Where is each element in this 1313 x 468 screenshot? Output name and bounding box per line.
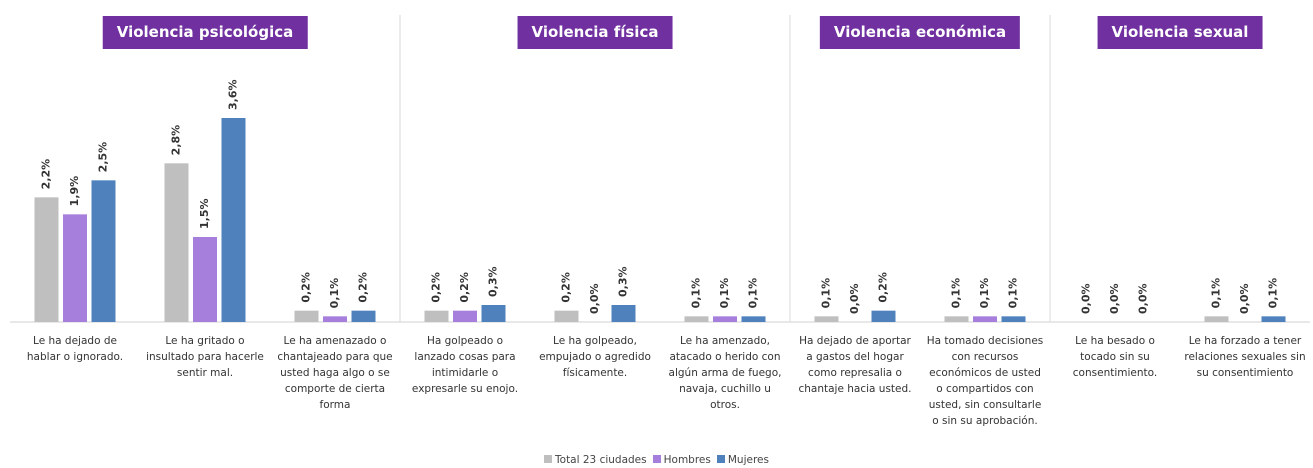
data-label: 0,3% <box>617 266 630 297</box>
bar <box>91 180 116 322</box>
x-tick-label: Le ha dejado de hablar o ignorado. <box>26 335 124 363</box>
data-label: 0,1% <box>718 278 731 309</box>
data-label: 0,2% <box>560 272 573 303</box>
data-label: 0,1% <box>950 278 963 309</box>
data-label: 1,5% <box>198 198 211 229</box>
x-tick-label: Le ha forzado a tener relaciones sexuale… <box>1184 335 1306 379</box>
bar <box>323 316 347 322</box>
data-label: 1,9% <box>68 176 81 207</box>
data-label: 0,0% <box>588 283 601 314</box>
bar <box>63 214 87 322</box>
x-tick-label: Le ha amenzado, atacado o herido con alg… <box>668 335 782 411</box>
bar <box>481 305 506 322</box>
bar <box>424 310 449 322</box>
bar <box>814 316 839 322</box>
data-label: 0,2% <box>430 272 443 303</box>
data-label: 0,3% <box>487 266 500 297</box>
bar <box>351 310 376 322</box>
group-header: Violencia física <box>517 16 673 49</box>
bar <box>164 163 189 322</box>
bar <box>1204 316 1229 322</box>
bar <box>554 310 579 322</box>
legend: Total 23 ciudades Hombres Mujeres <box>0 454 1313 466</box>
legend-label: Hombres <box>663 454 711 466</box>
data-label: 0,1% <box>690 278 703 309</box>
legend-item: Hombres <box>652 454 711 466</box>
data-label: 0,0% <box>1137 283 1150 314</box>
data-label: 0,0% <box>1238 283 1251 314</box>
bar <box>871 310 896 322</box>
bar <box>1261 316 1286 322</box>
data-label: 3,6% <box>227 79 240 110</box>
data-label: 0,2% <box>300 272 313 303</box>
bar <box>944 316 969 322</box>
legend-label: Mujeres <box>727 454 769 466</box>
data-label: 0,0% <box>1108 283 1121 314</box>
bar <box>193 237 217 322</box>
x-tick-label: Le ha besado o tocado sin su consentimie… <box>1072 335 1158 379</box>
bar <box>1001 316 1026 322</box>
bar <box>973 316 997 322</box>
legend-swatch <box>544 455 553 463</box>
data-label: 0,2% <box>877 272 890 303</box>
bar <box>34 197 59 322</box>
legend-item: Total 23 ciudades <box>544 454 647 466</box>
bar <box>684 316 709 322</box>
x-tick-label: Ha tomado decisiones con recursos económ… <box>926 335 1044 427</box>
x-tick-label: Le ha golpeado, empujado o agredido físi… <box>539 335 651 379</box>
data-label: 0,2% <box>458 272 471 303</box>
x-tick-label: Ha dejado de aportar a gastos del hogar … <box>798 335 912 395</box>
data-label: 0,1% <box>978 278 991 309</box>
data-label: 2,8% <box>170 125 183 156</box>
x-tick-label: Le ha amenazado o chantajeado para que u… <box>277 335 393 411</box>
bar <box>294 310 319 322</box>
legend-swatch <box>652 455 661 463</box>
bar <box>713 316 737 322</box>
data-label: 0,0% <box>848 283 861 314</box>
data-label: 0,1% <box>1007 278 1020 309</box>
x-tick-label: Ha golpeado o lanzado cosas para intimid… <box>411 335 519 395</box>
legend-item: Mujeres <box>716 454 769 466</box>
data-label: 0,0% <box>1080 283 1093 314</box>
data-label: 0,1% <box>1267 278 1280 309</box>
group-header: Violencia económica <box>819 16 1021 49</box>
data-label: 0,1% <box>820 278 833 309</box>
bar <box>741 316 766 322</box>
group-header: Violencia sexual <box>1097 16 1263 49</box>
data-label: 2,2% <box>40 159 53 190</box>
data-label: 0,2% <box>357 272 370 303</box>
bar <box>453 310 477 322</box>
x-tick-label: Le ha gritado o insultado para hacerle s… <box>146 335 264 379</box>
bar <box>611 305 636 322</box>
legend-label: Total 23 ciudades <box>555 454 647 466</box>
legend-swatch <box>716 455 725 463</box>
data-label: 2,5% <box>97 142 110 173</box>
data-label: 0,1% <box>747 278 760 309</box>
data-label: 0,1% <box>1210 278 1223 309</box>
data-label: 0,1% <box>328 278 341 309</box>
group-header: Violencia psicológica <box>102 16 308 49</box>
bar <box>221 118 246 322</box>
